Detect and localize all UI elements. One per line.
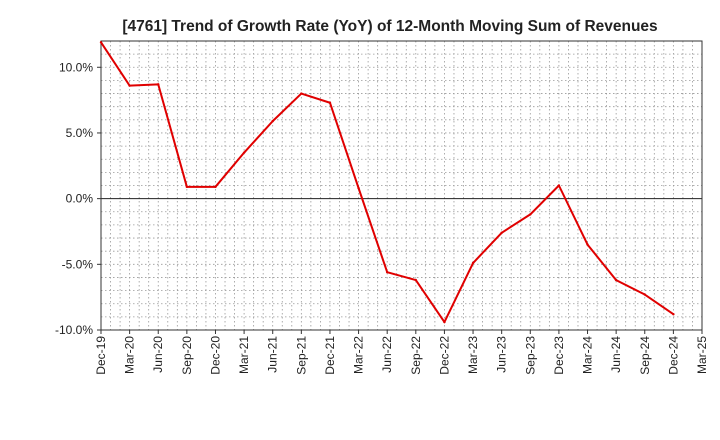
x-tick-label: Sep-23 bbox=[523, 336, 537, 375]
data-point bbox=[614, 278, 618, 282]
data-point bbox=[586, 243, 589, 246]
series-layer bbox=[99, 41, 675, 324]
x-tick-label: Sep-24 bbox=[638, 336, 652, 375]
x-tick-label: Sep-21 bbox=[294, 336, 308, 375]
data-point bbox=[157, 83, 160, 86]
y-tick-label: 10.0% bbox=[59, 60, 93, 74]
x-tick-label: Sep-22 bbox=[409, 336, 423, 375]
x-tick-label: Mar-24 bbox=[581, 336, 595, 374]
x-tick-label: Mar-20 bbox=[123, 336, 137, 374]
chart-title: [4761] Trend of Growth Rate (YoY) of 12-… bbox=[122, 18, 657, 35]
x-tick-label: Dec-22 bbox=[437, 336, 451, 375]
x-tick-label: Mar-21 bbox=[237, 336, 251, 374]
y-axis-ticks: 10.0% 5.0% 0.0% -5.0% -10.0% bbox=[55, 60, 101, 337]
data-point bbox=[300, 92, 303, 95]
x-tick-label: Dec-23 bbox=[552, 336, 566, 375]
data-point bbox=[643, 293, 646, 296]
x-tick-label: Jun-23 bbox=[495, 336, 509, 373]
x-tick-label: Jun-20 bbox=[151, 336, 165, 373]
data-point bbox=[500, 231, 503, 234]
x-tick-label: Mar-25 bbox=[695, 336, 709, 374]
x-tick-label: Jun-21 bbox=[266, 336, 280, 373]
plot-frame bbox=[100, 40, 703, 331]
data-point bbox=[271, 119, 274, 123]
data-point bbox=[357, 186, 360, 190]
x-tick-label: Mar-23 bbox=[466, 336, 480, 374]
data-point bbox=[242, 151, 246, 154]
data-point bbox=[529, 213, 532, 216]
y-tick-label: 5.0% bbox=[66, 126, 94, 140]
data-point bbox=[385, 271, 389, 274]
y-tick-label: -5.0% bbox=[62, 257, 94, 271]
x-axis-ticks: Dec-19 Mar-20 Jun-20 Sep-20 Dec-20 Mar-21 Jun-… bbox=[94, 330, 709, 375]
y-tick-label: -10.0% bbox=[55, 323, 93, 337]
data-point bbox=[99, 41, 103, 44]
grid-lines bbox=[100, 40, 703, 331]
data-point bbox=[328, 101, 332, 104]
x-tick-label: Mar-22 bbox=[352, 336, 366, 374]
data-point bbox=[214, 185, 217, 189]
x-tick-label: Dec-21 bbox=[323, 336, 337, 375]
x-tick-label: Sep-20 bbox=[180, 336, 194, 375]
data-point bbox=[185, 185, 189, 189]
x-tick-label: Jun-22 bbox=[380, 336, 394, 373]
data-point bbox=[414, 278, 418, 282]
x-tick-label: Jun-24 bbox=[609, 336, 623, 373]
x-tick-label: Dec-24 bbox=[666, 336, 680, 375]
data-point bbox=[557, 184, 561, 187]
y-tick-label: 0.0% bbox=[66, 192, 94, 206]
data-point bbox=[672, 313, 675, 316]
data-point bbox=[443, 320, 446, 324]
x-tick-label: Dec-19 bbox=[94, 336, 108, 375]
data-point bbox=[471, 261, 475, 265]
data-point bbox=[128, 84, 131, 87]
x-tick-label: Dec-20 bbox=[208, 336, 222, 375]
